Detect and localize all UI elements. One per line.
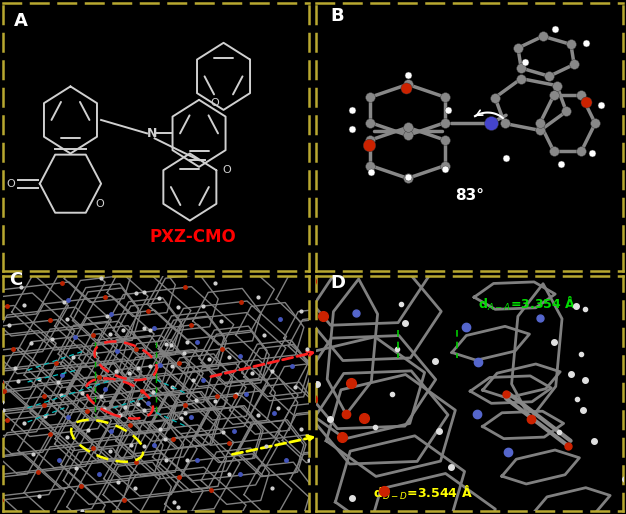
Text: O: O bbox=[222, 166, 231, 175]
Text: d$_{D-D}$=3.544 Å: d$_{D-D}$=3.544 Å bbox=[373, 484, 473, 502]
Text: N: N bbox=[146, 127, 156, 140]
Text: 83°: 83° bbox=[454, 188, 484, 203]
Text: O: O bbox=[210, 98, 218, 108]
Text: A: A bbox=[14, 12, 28, 30]
Text: d$_{A-A}$=3.354 Å: d$_{A-A}$=3.354 Å bbox=[478, 295, 577, 314]
Text: O: O bbox=[95, 199, 104, 209]
Text: C: C bbox=[9, 271, 23, 289]
Text: B: B bbox=[331, 7, 344, 25]
Text: D: D bbox=[331, 274, 346, 292]
Text: O: O bbox=[6, 179, 15, 189]
Text: PXZ-CMO: PXZ-CMO bbox=[150, 228, 236, 246]
